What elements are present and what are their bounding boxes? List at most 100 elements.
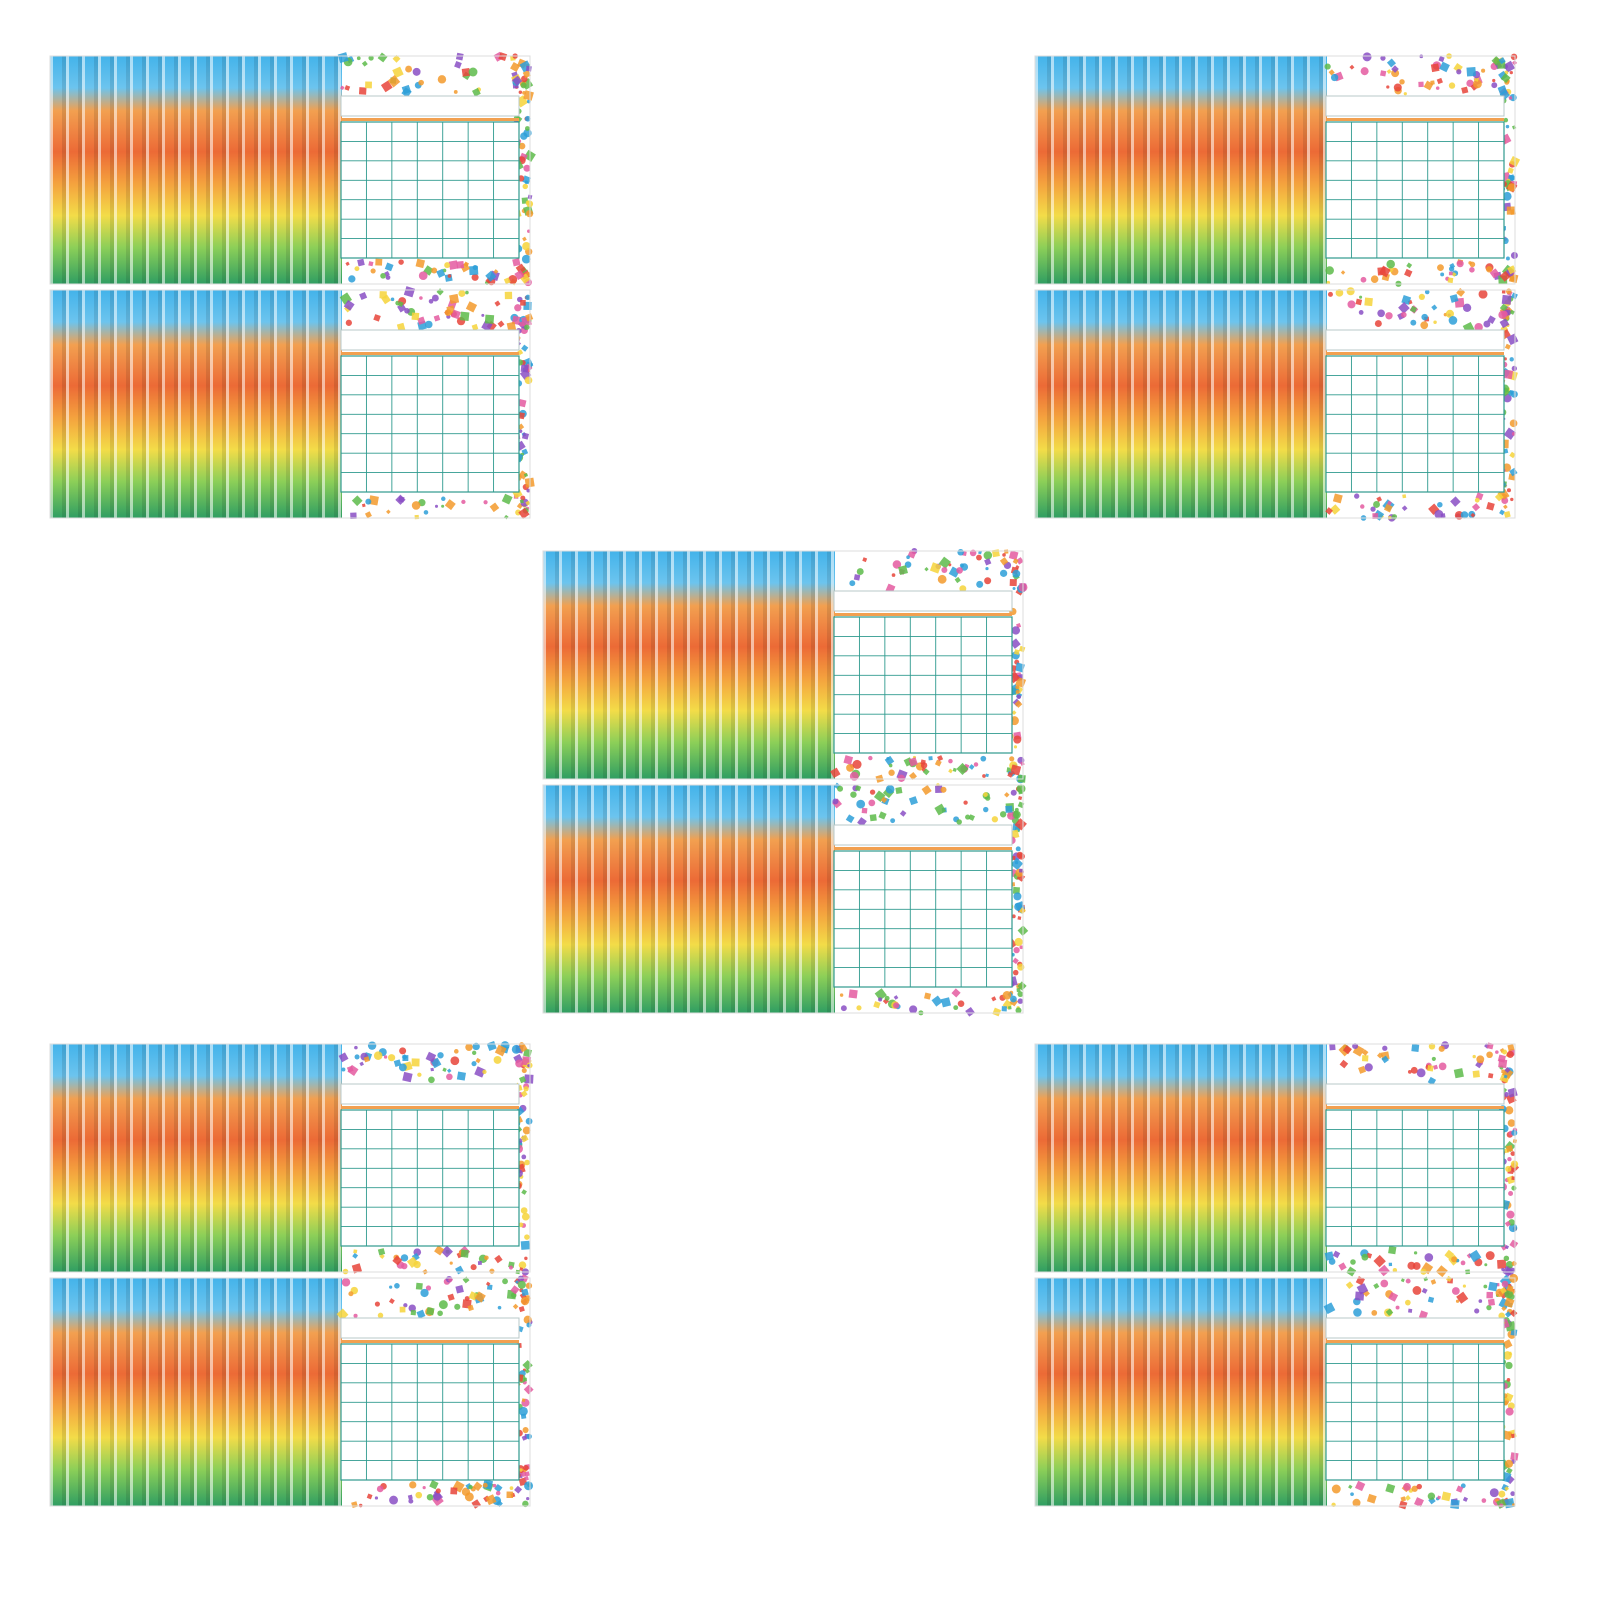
confetti <box>494 300 501 307</box>
confetti <box>436 268 446 278</box>
confetti <box>1511 1185 1517 1191</box>
header-strip <box>834 847 1012 850</box>
confetti <box>1376 496 1383 502</box>
confetti <box>519 1075 527 1084</box>
confetti <box>446 1068 452 1073</box>
confetti <box>354 1045 358 1050</box>
confetti <box>442 1067 447 1072</box>
confetti <box>525 294 531 301</box>
confetti <box>1503 1074 1508 1079</box>
reward-chart <box>1034 287 1519 522</box>
confetti <box>453 1049 459 1054</box>
confetti <box>434 504 439 508</box>
confetti <box>1391 65 1399 73</box>
confetti <box>449 1261 453 1265</box>
confetti <box>920 759 926 765</box>
confetti <box>1450 496 1461 507</box>
sheet-outline <box>1034 1277 1516 1507</box>
confetti <box>985 566 989 571</box>
confetti <box>408 1498 414 1504</box>
sheet-outline <box>542 550 1024 780</box>
confetti <box>1385 312 1393 320</box>
confetti <box>389 1495 398 1505</box>
confetti <box>398 496 405 503</box>
confetti <box>1009 578 1017 587</box>
confetti <box>465 290 469 295</box>
confetti <box>1504 1486 1510 1491</box>
confetti <box>1370 275 1379 283</box>
confetti <box>520 1090 528 1098</box>
confetti <box>1478 1299 1483 1303</box>
confetti <box>1381 1055 1390 1064</box>
confetti <box>1472 1054 1476 1059</box>
confetti <box>474 1066 486 1078</box>
confetti <box>440 1245 453 1258</box>
confetti <box>1414 1497 1424 1508</box>
confetti <box>1340 270 1346 275</box>
confetti <box>1507 265 1517 275</box>
confetti <box>1456 1485 1464 1493</box>
confetti <box>1499 303 1509 312</box>
confetti <box>387 75 401 88</box>
confetti <box>414 514 419 520</box>
confetti <box>1427 1296 1435 1303</box>
confetti <box>464 1492 474 1502</box>
confetti <box>526 1497 530 1501</box>
confetti <box>485 1281 491 1287</box>
confetti <box>1324 63 1331 70</box>
confetti <box>1489 268 1500 279</box>
confetti <box>493 1055 502 1064</box>
confetti <box>1016 694 1022 700</box>
confetti <box>447 1277 454 1283</box>
confetti <box>337 52 349 64</box>
confetti <box>367 1041 377 1050</box>
confetti <box>1387 500 1392 506</box>
confetti <box>931 995 943 1007</box>
confetti <box>472 1050 477 1055</box>
confetti <box>524 1476 529 1481</box>
confetti <box>1386 58 1396 68</box>
confetti <box>846 763 855 772</box>
confetti <box>1335 289 1344 297</box>
confetti <box>1507 1156 1512 1162</box>
confetti <box>1400 1496 1407 1502</box>
confetti <box>401 87 412 98</box>
confetti <box>1011 710 1017 716</box>
confetti <box>1002 553 1006 557</box>
confetti <box>1403 1482 1411 1491</box>
confetti <box>444 499 456 511</box>
confetti <box>524 1471 530 1477</box>
confetti <box>523 90 534 101</box>
confetti <box>928 756 933 761</box>
confetti <box>952 767 957 772</box>
confetti <box>1510 1151 1516 1157</box>
confetti <box>465 1043 473 1051</box>
confetti <box>1437 1495 1442 1500</box>
confetti <box>1431 1056 1436 1061</box>
confetti <box>1510 1433 1516 1439</box>
confetti <box>428 298 434 304</box>
confetti <box>1361 1253 1369 1261</box>
confetti <box>422 1486 426 1490</box>
confetti <box>432 1492 442 1501</box>
confetti <box>890 818 896 824</box>
confetti <box>1418 81 1424 88</box>
stacked-edges <box>50 1278 342 1506</box>
confetti <box>484 314 495 324</box>
confetti <box>1448 271 1453 276</box>
confetti <box>1388 1291 1399 1302</box>
confetti <box>1402 494 1407 499</box>
header-strip <box>834 613 1012 616</box>
confetti <box>1486 501 1495 511</box>
confetti <box>908 796 918 806</box>
confetti <box>518 1406 528 1416</box>
confetti <box>1014 700 1023 708</box>
confetti <box>524 115 531 122</box>
chart-grid <box>340 1343 520 1481</box>
confetti <box>520 364 529 373</box>
confetti <box>447 274 452 278</box>
confetti <box>1498 310 1507 320</box>
confetti <box>937 574 947 584</box>
confetti <box>403 1303 408 1308</box>
